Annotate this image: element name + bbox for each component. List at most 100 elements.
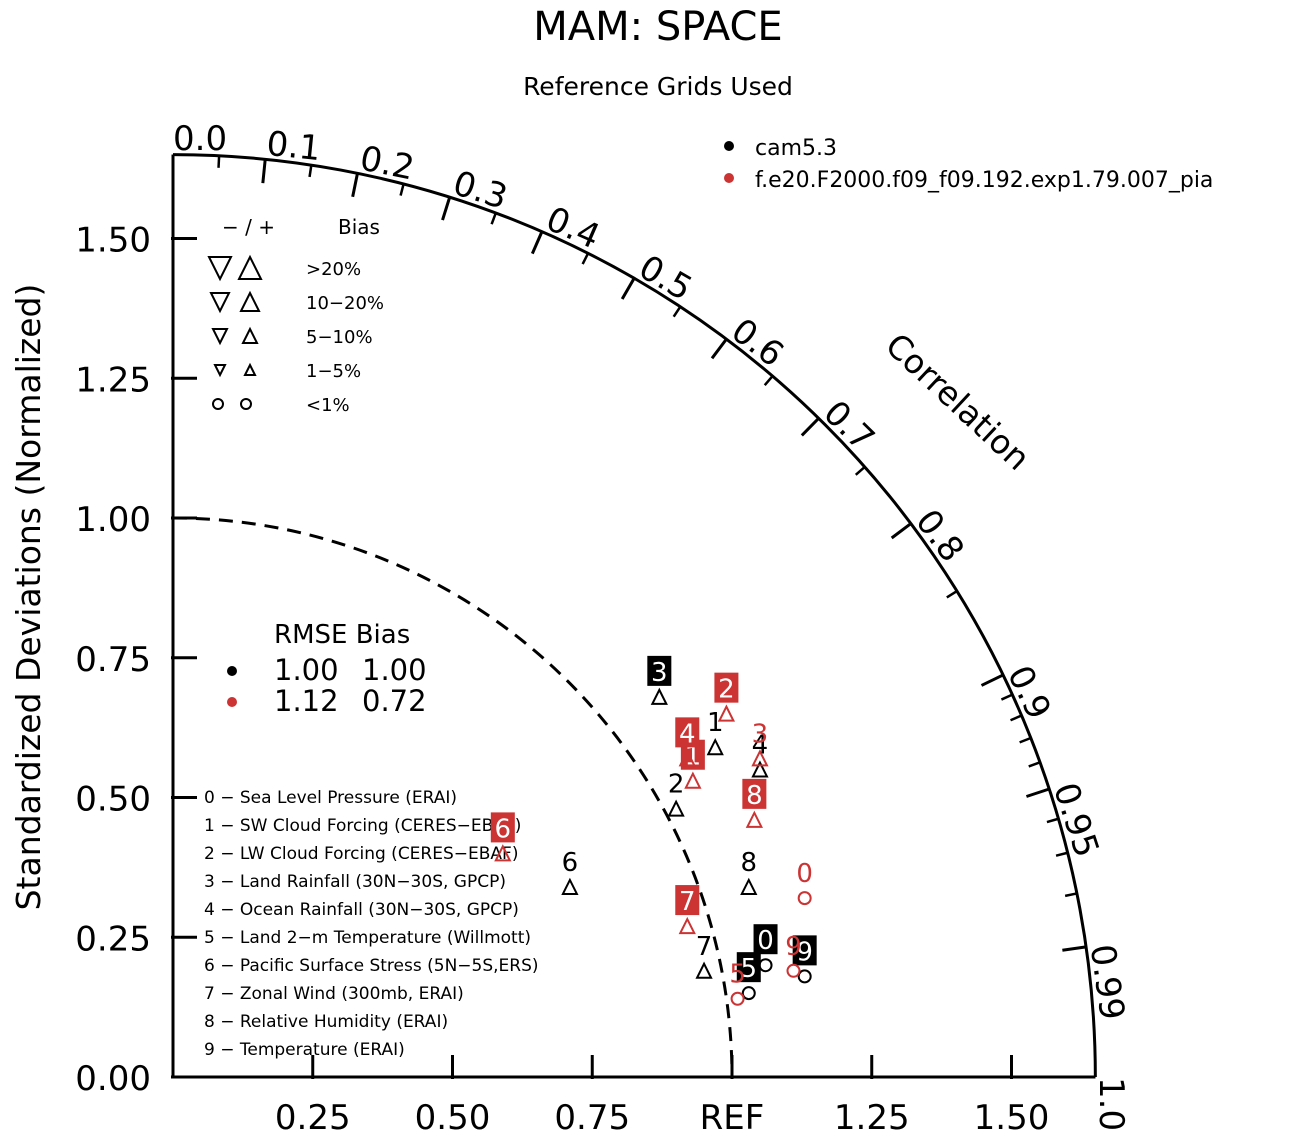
- legend-dot: [724, 173, 734, 183]
- y-tick-label: 1.50: [75, 221, 151, 261]
- data-point-label-box: [675, 717, 700, 748]
- x-axis-ticks: 0.25 0.50 0.75 REF 1.25 1.50: [275, 1055, 1049, 1135]
- data-point-marker: [678, 916, 696, 935]
- correlation-minor-tick: [308, 164, 313, 178]
- variable-label: 3 − Land Rainfall (30N−30S, GPCP): [204, 872, 506, 892]
- up-triangle-icon: [243, 362, 257, 376]
- correlation-tick: [980, 673, 1004, 687]
- correlation-minor-tick: [946, 590, 958, 599]
- variable-list: 0 − Sea Level Pressure (ERAI) 1 − SW Clou…: [204, 788, 539, 1060]
- correlation-minor-tick: [854, 465, 866, 476]
- data-point-label: 9: [796, 937, 813, 967]
- data-point-label-box: [792, 935, 817, 966]
- y-axis-ticks: 0.00 0.25 0.50 0.75 1.00 1.25 1.50: [75, 221, 197, 1099]
- bias-value: 1.00: [362, 653, 427, 687]
- data-point-label-box: [675, 885, 700, 916]
- data-point-label: 7: [696, 932, 713, 962]
- up-triangle-icon: [241, 326, 259, 344]
- bias-legend-signs: − / +: [222, 215, 275, 239]
- data-point-label: 6: [562, 848, 579, 878]
- y-axis-label: Standardized Deviations (Normalized): [9, 284, 48, 911]
- correlation-tick: [620, 277, 636, 300]
- bias-legend-header: Bias: [338, 215, 380, 239]
- data-point-label: 2: [668, 770, 685, 800]
- bias-legend-label: 5−10%: [306, 327, 373, 348]
- data-point-label: 5: [740, 954, 757, 984]
- correlation-tick: [530, 231, 544, 255]
- correlation-minor-tick: [763, 375, 774, 387]
- data-point-marker: [758, 958, 773, 973]
- data-point-marker: [786, 963, 801, 978]
- correlation-minor-tick: [672, 305, 682, 318]
- data-point-label: 1: [685, 742, 702, 772]
- correlation-tick-label: 0.1: [265, 124, 323, 169]
- data-point-marker: [650, 687, 668, 705]
- chart-subtitle: Reference Grids Used: [523, 72, 793, 101]
- x-tick-label: 0.50: [415, 1098, 491, 1135]
- correlation-tick-label: 0.3: [448, 163, 512, 217]
- correlation-minor-tick: [1019, 736, 1032, 744]
- correlation-tick-label: 0.6: [724, 311, 791, 375]
- up-triangle-icon: [239, 290, 261, 312]
- outer-arc: [172, 153, 1097, 1078]
- data-point-marker: [751, 749, 769, 767]
- x-tick-label: 1.50: [974, 1098, 1050, 1135]
- correlation-minor-tick: [1028, 761, 1041, 768]
- correlation-minor-tick: [1064, 892, 1078, 898]
- data-point-marker: [751, 760, 769, 778]
- data-point-marker: [678, 749, 696, 767]
- correlation-tick-label: 0.2: [357, 139, 418, 189]
- chart-title: MAM: SPACE: [533, 4, 782, 50]
- legend-dot: [724, 141, 734, 151]
- diagram-frame: [171, 153, 1097, 1079]
- correlation-tick-label: 0.99: [1082, 942, 1132, 1023]
- down-triangle-icon: [209, 292, 231, 314]
- y-tick-label: 0.50: [75, 780, 151, 820]
- correlation-minor-tick: [1010, 714, 1023, 722]
- correlation-tick-label: 0.0: [173, 119, 227, 159]
- variable-label: 8 − Relative Humidity (ERAI): [204, 1012, 448, 1032]
- y-tick-label: 0.00: [75, 1059, 151, 1099]
- data-point-label: 0: [757, 926, 774, 956]
- variable-label: 0 − Sea Level Pressure (ERAI): [204, 788, 457, 808]
- rmse-value: 1.12: [274, 684, 339, 718]
- data-point-label: 4: [752, 731, 769, 761]
- correlation-tick-label: 0.7: [815, 393, 882, 459]
- data-point-label: 0: [796, 859, 813, 889]
- data-point-label-box: [753, 924, 778, 955]
- data-point-label: 8: [740, 848, 757, 878]
- correlation-tick: [351, 172, 359, 198]
- data-point-marker: [717, 704, 736, 722]
- variable-label: 9 − Temperature (ERAI): [204, 1040, 405, 1060]
- correlation-tick-label: 0.9: [999, 660, 1059, 726]
- data-point-label: 4: [679, 719, 696, 749]
- data-point-marker: [745, 810, 763, 828]
- data-point-marker: [740, 877, 758, 895]
- correlation-tick: [441, 196, 452, 221]
- correlation-minor-tick: [1055, 851, 1068, 857]
- data-point-label-box: [714, 672, 739, 703]
- data-point-marker: [561, 877, 579, 895]
- legend-label: cam5.3: [755, 136, 837, 161]
- rmse-header: RMSE Bias: [274, 620, 410, 650]
- down-triangle-icon: [207, 256, 233, 282]
- correlation-tick: [1062, 945, 1087, 952]
- circle-icon: [212, 398, 224, 410]
- y-tick-label: 1.00: [75, 500, 151, 540]
- data-point-marker: [494, 844, 512, 862]
- data-point-label-box: [490, 812, 515, 843]
- x-tick-label: 0.25: [275, 1098, 351, 1135]
- correlation-tick: [710, 338, 728, 360]
- down-triangle-icon: [211, 328, 229, 346]
- data-point-label: 5: [729, 960, 746, 990]
- correlation-tick-label: 0.4: [540, 199, 606, 257]
- correlation-tick: [800, 417, 820, 437]
- legend-label: f.e20.F2000.f09_f09.192.exp1.79.007_pia: [755, 168, 1213, 193]
- correlation-minor-tick: [1046, 817, 1059, 824]
- data-point-label: 7: [679, 887, 696, 917]
- x-tick-label: 0.75: [554, 1098, 630, 1135]
- data-point-marker: [741, 986, 756, 1001]
- variable-label: 5 − Land 2−m Temperature (Willmott): [204, 928, 531, 948]
